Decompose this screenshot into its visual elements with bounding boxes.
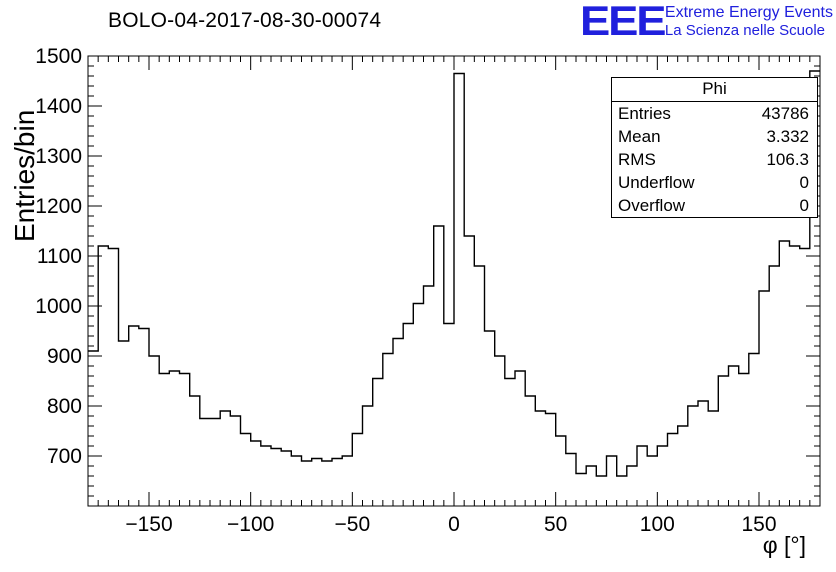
y-tick-label: 1400 — [35, 95, 82, 118]
plot-layer: −150 −100 −50 0 50 100 150 700 800 900 1000 1100 120… — [35, 45, 821, 536]
y-tick-label: 1300 — [35, 145, 82, 168]
stats-label: Underflow — [618, 173, 695, 192]
y-tick-label: 1200 — [35, 195, 82, 218]
stats-row-overflow: Overflow 0 — [612, 194, 817, 217]
y-tick-label: 1000 — [35, 295, 82, 318]
stats-value: 3.332 — [766, 127, 809, 146]
x-axis-title: φ [°] — [763, 532, 806, 558]
x-tick-label: 0 — [448, 513, 460, 536]
stats-row-entries: Entries 43786 — [612, 102, 817, 125]
x-tick-label: 100 — [640, 513, 675, 536]
stats-row-rms: RMS 106.3 — [612, 148, 817, 171]
stats-label: Overflow — [618, 196, 686, 215]
eee-logo-subtitle: Extreme Energy Events La Scienza nelle S… — [665, 1, 833, 40]
stats-value: 0 — [799, 196, 809, 215]
x-tick-label: −100 — [227, 513, 274, 536]
stats-value: 106.3 — [766, 150, 809, 169]
y-tick-label: 1500 — [35, 45, 82, 68]
stats-title: Phi — [612, 78, 817, 102]
y-tick-label: 1100 — [37, 245, 82, 268]
logo-line2: La Scienza nelle Scuole — [664, 22, 826, 39]
stats-label: Entries — [618, 104, 671, 123]
stats-row-mean: Mean 3.332 — [612, 125, 817, 148]
y-tick-label: 900 — [47, 345, 82, 368]
stats-row-underflow: Underflow 0 — [612, 171, 817, 194]
plot-title: BOLO-04-2017-08-30-00074 — [108, 9, 382, 32]
x-tick-label: 150 — [741, 513, 776, 536]
x-tick-label: 50 — [544, 513, 567, 536]
y-tick-label: 800 — [47, 395, 82, 418]
eee-logo-text: EEE — [579, 0, 666, 44]
logo-line1: Extreme Energy Events — [664, 4, 833, 21]
histogram-line — [88, 70, 820, 477]
stats-value: 43786 — [761, 104, 809, 123]
eee-logo: EEE Extreme Energy Events La Scienza nel… — [579, 0, 833, 44]
x-tick-label: −150 — [125, 513, 172, 536]
x-tick-label: −50 — [335, 513, 371, 536]
stats-value: 0 — [799, 173, 809, 192]
stats-box: Phi Entries 43786 Mean 3.332 RMS 106.3 U… — [611, 77, 818, 218]
y-axis-title: Entries/bin — [9, 110, 40, 242]
stats-label: RMS — [618, 150, 656, 169]
stats-label: Mean — [618, 127, 661, 146]
y-tick-label: 700 — [47, 445, 82, 468]
